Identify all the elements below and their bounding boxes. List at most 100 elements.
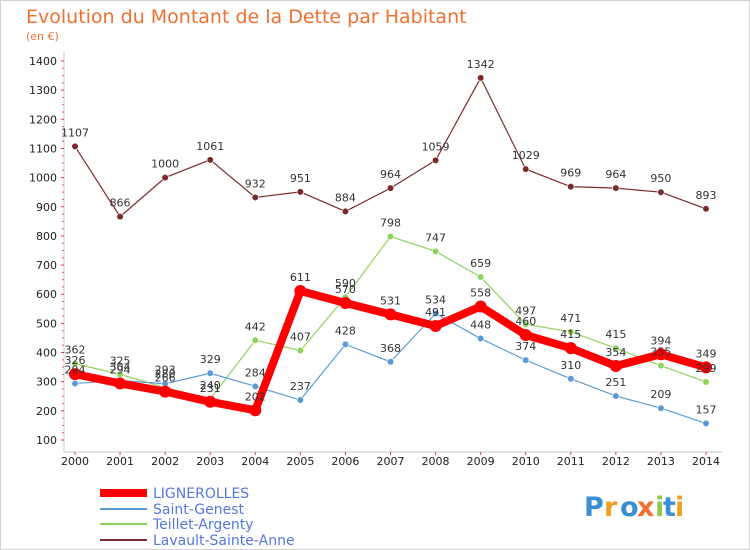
data-label: 280 — [155, 368, 176, 381]
data-point — [294, 285, 307, 298]
data-label: 951 — [290, 172, 311, 185]
y-tick-label: 1000 — [29, 172, 57, 185]
data-label: 326 — [65, 354, 86, 367]
data-point — [339, 296, 352, 309]
data-point — [251, 382, 259, 390]
data-point — [116, 213, 124, 221]
data-label: 299 — [696, 362, 717, 375]
legend-label: Saint-Genest — [153, 502, 245, 518]
data-label: 1342 — [467, 58, 495, 71]
x-tick-label: 2012 — [602, 455, 630, 468]
data-point — [431, 309, 440, 318]
data-point — [206, 369, 214, 377]
data-label: 964 — [605, 168, 626, 181]
x-tick-label: 2008 — [422, 455, 450, 468]
data-label: 798 — [380, 217, 401, 230]
data-point — [296, 188, 304, 196]
data-point — [204, 395, 217, 408]
data-point — [612, 392, 620, 400]
x-tick-label: 2010 — [512, 455, 540, 468]
data-label: 1000 — [151, 158, 179, 171]
data-point — [161, 174, 169, 182]
data-point — [429, 320, 442, 333]
data-label: 157 — [696, 403, 717, 416]
x-tick-label: 2011 — [557, 455, 585, 468]
data-point — [519, 329, 532, 342]
x-tick-label: 2001 — [106, 455, 134, 468]
x-tick-label: 2005 — [286, 455, 314, 468]
proxiti-logo: P r o x i t i — [584, 492, 684, 523]
y-tick-label: 800 — [36, 230, 57, 243]
data-label: 294 — [110, 363, 131, 376]
data-point — [612, 184, 620, 192]
data-label: 209 — [650, 388, 671, 401]
y-tick-label: 1400 — [29, 55, 57, 68]
data-label: 531 — [380, 294, 401, 307]
x-tick-label: 2006 — [331, 455, 359, 468]
data-label: 251 — [605, 376, 626, 389]
data-point — [477, 273, 485, 281]
y-tick-label: 1100 — [29, 142, 57, 155]
data-point — [251, 193, 259, 202]
data-label: 368 — [380, 342, 401, 355]
x-tick-label: 2007 — [377, 455, 405, 468]
data-point — [702, 378, 710, 386]
data-point — [657, 188, 665, 196]
x-tick-label: 2002 — [151, 455, 179, 468]
data-label: 428 — [335, 324, 356, 337]
data-label: 659 — [470, 257, 491, 270]
data-point — [564, 342, 577, 355]
data-point — [567, 375, 575, 383]
legend-label: Lavault-Sainte-Anne — [153, 533, 295, 549]
logo-letter: t — [663, 492, 676, 523]
data-point — [700, 361, 712, 374]
legend-label: LIGNEROLLES — [153, 486, 249, 502]
chart-subtitle: (en €) — [26, 30, 59, 43]
data-label: 497 — [515, 304, 536, 317]
data-label: 284 — [245, 366, 266, 379]
data-point — [296, 346, 304, 355]
data-label: 374 — [515, 340, 536, 353]
data-label: 471 — [560, 312, 581, 325]
y-tick-label: 300 — [36, 376, 57, 389]
data-point — [431, 247, 440, 255]
data-label: 969 — [560, 167, 581, 180]
data-label: 349 — [696, 347, 717, 360]
y-tick-label: 1300 — [29, 84, 57, 97]
data-label: 1107 — [61, 126, 89, 139]
data-point — [522, 165, 530, 173]
data-label: 240 — [200, 379, 221, 392]
data-point — [69, 368, 81, 381]
data-point — [249, 404, 262, 417]
data-label: 1029 — [512, 149, 540, 162]
data-point — [522, 356, 530, 364]
data-point — [341, 340, 350, 348]
data-label: 558 — [470, 286, 491, 299]
y-tick-label: 100 — [36, 434, 57, 447]
logo-letter: i — [675, 492, 684, 523]
data-point — [657, 362, 665, 370]
data-label: 293 — [155, 364, 176, 377]
data-label: 611 — [290, 271, 311, 284]
y-tick-label: 700 — [36, 259, 57, 272]
data-label: 950 — [650, 172, 671, 185]
data-point — [477, 74, 485, 82]
data-label: 237 — [290, 380, 311, 393]
data-point — [567, 328, 575, 336]
data-point — [431, 156, 440, 165]
logo-letter: i — [655, 492, 664, 523]
data-point — [71, 360, 79, 368]
data-label: 590 — [335, 277, 356, 290]
data-point — [341, 207, 350, 216]
data-label: 442 — [245, 320, 266, 333]
data-label: 460 — [515, 315, 536, 328]
logo-letter: r — [604, 492, 618, 523]
data-label: 415 — [560, 328, 581, 341]
data-point — [474, 300, 487, 313]
data-point — [296, 396, 304, 404]
data-label: 884 — [335, 191, 356, 204]
data-label: 231 — [200, 382, 221, 395]
y-tick-label: 500 — [36, 317, 57, 330]
data-label: 491 — [425, 306, 446, 319]
data-label: 932 — [245, 177, 266, 190]
